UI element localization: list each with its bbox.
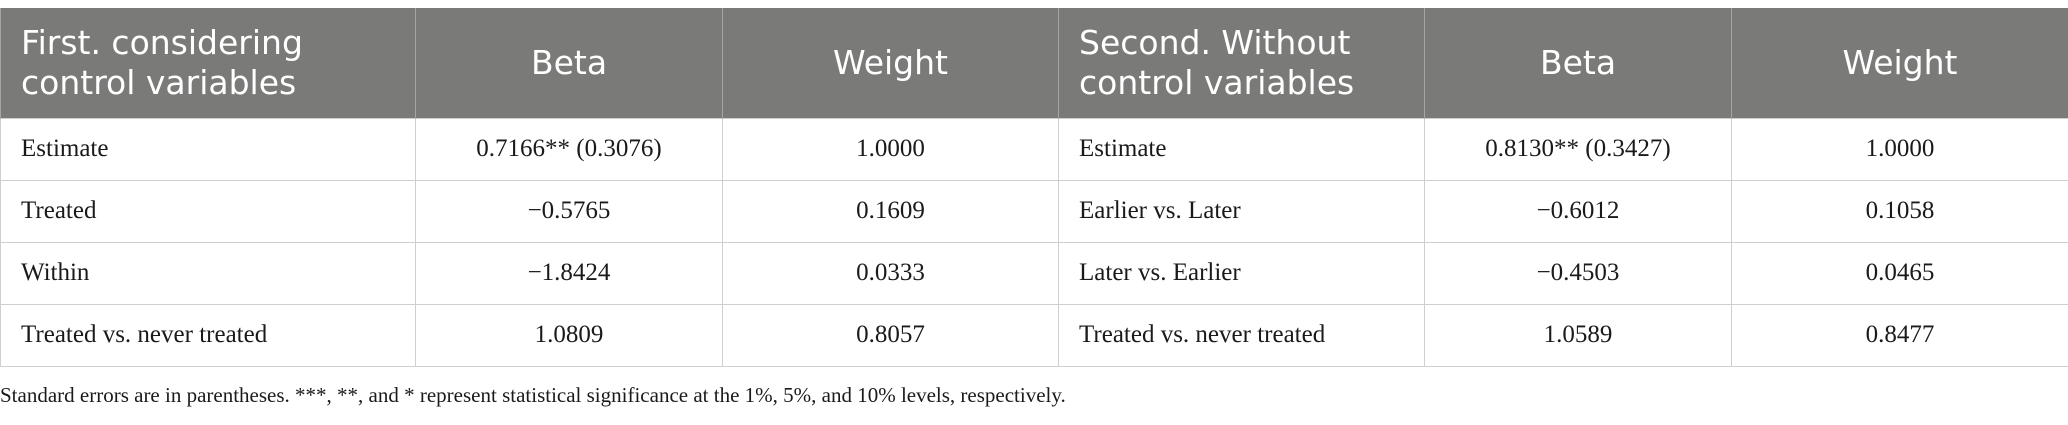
- table-row: Estimate 0.7166** (0.3076) 1.0000 Estima…: [0, 117, 2068, 181]
- row-label-second: Later vs. Earlier: [1058, 241, 1425, 305]
- weight-first-value: 0.8057: [722, 303, 1059, 367]
- results-table-container: First. considering control variables Bet…: [0, 8, 2068, 367]
- header-beta-second: Beta: [1424, 8, 1732, 118]
- weight-first-value: 1.0000: [722, 117, 1059, 181]
- beta-first-value: −1.8424: [415, 241, 723, 305]
- row-label-first: Treated vs. never treated: [0, 303, 416, 367]
- table-row: Treated −0.5765 0.1609 Earlier vs. Later…: [0, 179, 2068, 243]
- weight-second-value: 0.1058: [1731, 179, 2068, 243]
- beta-second-value: 0.8130** (0.3427): [1424, 117, 1732, 181]
- beta-first-value: 0.7166** (0.3076): [415, 117, 723, 181]
- weight-second-value: 0.0465: [1731, 241, 2068, 305]
- results-table: First. considering control variables Bet…: [0, 8, 2068, 367]
- beta-second-value: −0.4503: [1424, 241, 1732, 305]
- row-label-first: Within: [0, 241, 416, 305]
- row-label-first: Estimate: [0, 117, 416, 181]
- weight-first-value: 0.0333: [722, 241, 1059, 305]
- beta-first-value: −0.5765: [415, 179, 723, 243]
- beta-second-value: −0.6012: [1424, 179, 1732, 243]
- header-weight-first: Weight: [722, 8, 1059, 118]
- row-label-second: Treated vs. never treated: [1058, 303, 1425, 367]
- table-row: Treated vs. never treated 1.0809 0.8057 …: [0, 303, 2068, 367]
- header-beta-first: Beta: [415, 8, 723, 118]
- weight-first-value: 0.1609: [722, 179, 1059, 243]
- table-row: Within −1.8424 0.0333 Later vs. Earlier …: [0, 241, 2068, 305]
- weight-second-value: 0.8477: [1731, 303, 2068, 367]
- header-weight-second: Weight: [1731, 8, 2068, 118]
- beta-second-value: 1.0589: [1424, 303, 1732, 367]
- row-label-second: Estimate: [1058, 117, 1425, 181]
- weight-second-value: 1.0000: [1731, 117, 2068, 181]
- header-row: First. considering control variables Bet…: [0, 8, 2068, 118]
- table-footnote: Standard errors are in parentheses. ***,…: [0, 383, 1066, 407]
- row-label-first: Treated: [0, 179, 416, 243]
- header-second-without-control: Second. Without control variables: [1058, 8, 1425, 118]
- header-first-considering-control: First. considering control variables: [0, 8, 416, 118]
- beta-first-value: 1.0809: [415, 303, 723, 367]
- row-label-second: Earlier vs. Later: [1058, 179, 1425, 243]
